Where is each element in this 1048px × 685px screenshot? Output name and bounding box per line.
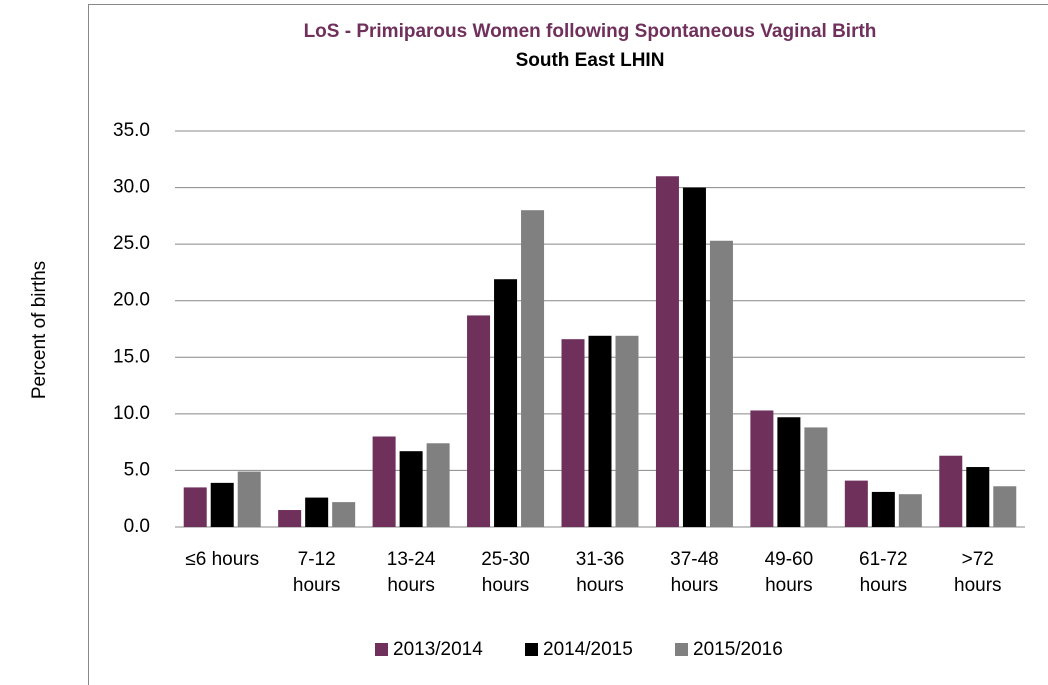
y-tick-label: 15.0 [113, 346, 150, 367]
x-tick-label: 61-72 hours [859, 549, 908, 596]
bar [871, 491, 895, 527]
bar [615, 335, 639, 527]
bar [709, 240, 733, 527]
x-tick-label: 49-60 hours [764, 549, 814, 596]
chart-frame [88, 4, 1048, 685]
bar [898, 494, 922, 527]
legend-label: 2015/2016 [693, 639, 783, 660]
legend-label: 2014/2015 [543, 639, 633, 660]
x-tick-label: 37-48 hours [670, 549, 719, 596]
y-axis-label: Percent of births [29, 261, 50, 399]
bar [210, 482, 234, 527]
bar [655, 176, 679, 527]
x-tick-label: 31-36 hours [575, 549, 625, 596]
x-tick-label: 7-12 hours [292, 549, 341, 596]
bar [804, 427, 828, 527]
bar [372, 436, 396, 527]
bar [467, 315, 491, 527]
bar [777, 417, 801, 527]
y-tick-label: 30.0 [113, 177, 150, 198]
legend-swatch [525, 643, 538, 656]
chart-title: LoS - Primiparous Women following Sponta… [304, 21, 877, 42]
bar [939, 455, 963, 527]
bar [426, 443, 450, 527]
legend-swatch [675, 643, 688, 656]
bar [332, 502, 356, 527]
bar [844, 480, 868, 527]
y-tick-label: 0.0 [124, 516, 150, 537]
bar [750, 410, 774, 527]
legend-label: 2013/2014 [393, 639, 483, 660]
bar [993, 486, 1017, 527]
bar [561, 339, 585, 527]
bar [183, 487, 207, 527]
bar [588, 335, 612, 527]
y-tick-label: 35.0 [113, 120, 150, 141]
bar [305, 497, 329, 527]
bar [682, 187, 706, 528]
bar [399, 451, 423, 527]
bar [494, 279, 518, 527]
x-tick-label: >72 hours [954, 549, 1002, 596]
y-tick-label: 25.0 [113, 233, 150, 254]
y-tick-label: 5.0 [124, 459, 150, 480]
bar [278, 510, 302, 527]
x-tick-label: 13-24 hours [386, 549, 436, 596]
x-tick-label: 25-30 hours [481, 549, 530, 596]
x-tick-label: ≤6 hours [185, 549, 260, 570]
bar [237, 471, 261, 527]
bar [521, 210, 545, 527]
y-tick-label: 10.0 [113, 403, 150, 424]
legend-swatch [375, 643, 388, 656]
bar [966, 467, 990, 527]
y-tick-label: 20.0 [113, 290, 150, 311]
chart-subtitle: South East LHIN [516, 50, 665, 71]
